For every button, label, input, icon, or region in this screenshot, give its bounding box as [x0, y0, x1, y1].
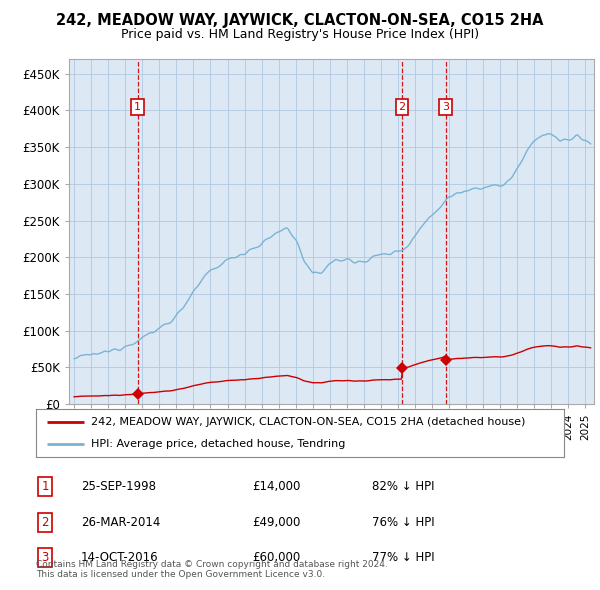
Text: 14-OCT-2016: 14-OCT-2016 [81, 551, 158, 564]
Text: 1: 1 [41, 480, 49, 493]
Text: 2: 2 [398, 101, 406, 112]
Text: 3: 3 [442, 101, 449, 112]
Text: 242, MEADOW WAY, JAYWICK, CLACTON-ON-SEA, CO15 2HA: 242, MEADOW WAY, JAYWICK, CLACTON-ON-SEA… [56, 13, 544, 28]
Text: Contains HM Land Registry data © Crown copyright and database right 2024.
This d: Contains HM Land Registry data © Crown c… [36, 560, 388, 579]
Text: 242, MEADOW WAY, JAYWICK, CLACTON-ON-SEA, CO15 2HA (detached house): 242, MEADOW WAY, JAYWICK, CLACTON-ON-SEA… [91, 417, 526, 427]
Text: 77% ↓ HPI: 77% ↓ HPI [372, 551, 434, 564]
Text: Price paid vs. HM Land Registry's House Price Index (HPI): Price paid vs. HM Land Registry's House … [121, 28, 479, 41]
Text: 82% ↓ HPI: 82% ↓ HPI [372, 480, 434, 493]
Text: 26-MAR-2014: 26-MAR-2014 [81, 516, 160, 529]
Text: 25-SEP-1998: 25-SEP-1998 [81, 480, 156, 493]
Text: £49,000: £49,000 [252, 516, 301, 529]
Text: 3: 3 [41, 551, 49, 564]
Text: 2: 2 [41, 516, 49, 529]
Text: HPI: Average price, detached house, Tendring: HPI: Average price, detached house, Tend… [91, 439, 346, 449]
Text: £14,000: £14,000 [252, 480, 301, 493]
Text: £60,000: £60,000 [252, 551, 300, 564]
Text: 76% ↓ HPI: 76% ↓ HPI [372, 516, 434, 529]
Text: 1: 1 [134, 101, 141, 112]
